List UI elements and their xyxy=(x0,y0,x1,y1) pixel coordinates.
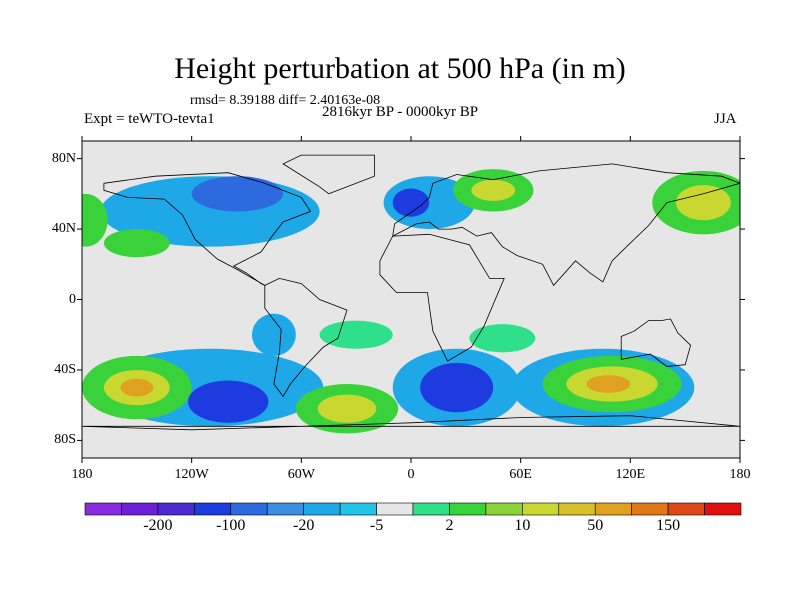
colorbar-label: -100 xyxy=(216,517,246,534)
field-region xyxy=(469,324,536,353)
colorbar-label: -200 xyxy=(143,517,173,534)
colorbar-swatch xyxy=(449,502,487,516)
colorbar-swatch xyxy=(376,502,414,516)
experiment-label: Expt = teWTO-tevta1 xyxy=(84,111,215,127)
coastline xyxy=(82,415,740,431)
lon-label: 60W xyxy=(287,467,315,482)
axis-ticks xyxy=(77,136,745,463)
lon-label: 180 xyxy=(729,467,751,482)
colorbar-swatch xyxy=(303,502,341,516)
colorbar-label: 150 xyxy=(656,517,681,534)
coastline xyxy=(103,172,312,286)
lon-label: 120W xyxy=(174,467,209,482)
colorbar-swatch xyxy=(558,502,596,516)
colorbar-swatch xyxy=(266,502,304,516)
field-region xyxy=(676,185,731,221)
lat-label: 40N xyxy=(51,221,76,237)
coastline xyxy=(620,318,692,367)
colorbar-label: 50 xyxy=(587,517,604,534)
map-field xyxy=(82,141,740,458)
lon-label: 120E xyxy=(615,467,646,482)
lon-label: 60E xyxy=(509,467,532,482)
colorbar-swatch xyxy=(230,502,268,516)
lon-label: 180 xyxy=(71,467,93,482)
colorbar xyxy=(84,502,742,516)
colorbar-swatch xyxy=(412,502,450,516)
field-region xyxy=(251,313,296,356)
field-region xyxy=(120,378,154,397)
field-region xyxy=(420,362,494,413)
colorbar-swatch xyxy=(667,502,705,516)
lat-label: 0 xyxy=(69,291,76,307)
coastline xyxy=(392,163,740,287)
colorbar-swatch xyxy=(339,502,377,516)
colorbar-swatch xyxy=(631,502,669,516)
lon-label: 0 xyxy=(407,467,415,482)
stats-text: rmsd= 8.39188 diff= 2.40163e-08 xyxy=(190,93,381,108)
field-region xyxy=(392,188,430,217)
colorbar-label: -20 xyxy=(292,517,315,534)
field-region xyxy=(191,176,284,212)
colorbar-swatch xyxy=(522,502,560,516)
coastline xyxy=(282,154,375,195)
coastline xyxy=(264,277,348,398)
field-region xyxy=(188,380,269,423)
field-region xyxy=(103,229,170,258)
colorbar-label: 2 xyxy=(445,517,454,534)
colorbar-swatch xyxy=(594,502,632,516)
colorbar-label: -5 xyxy=(369,517,384,534)
coastline xyxy=(379,233,505,362)
colorbar-swatch xyxy=(121,502,159,516)
colorbar-label: 10 xyxy=(514,517,531,534)
lat-label: 80N xyxy=(51,150,76,166)
colorbar-swatch xyxy=(485,502,523,516)
period-label: 2816kyr BP - 0000kyr BP xyxy=(322,104,479,120)
field-region xyxy=(319,320,393,349)
coastlines xyxy=(82,154,740,431)
field-region xyxy=(586,375,631,393)
colorbar-swatch xyxy=(194,502,232,516)
colorbar-swatch xyxy=(84,502,122,516)
season-label: JJA xyxy=(714,111,737,127)
map-title: Height perturbation at 500 hPa (in m) xyxy=(174,52,626,85)
colorbar-swatch xyxy=(704,502,742,516)
lat-label: 80S xyxy=(54,432,76,448)
lat-label: 40S xyxy=(54,361,76,377)
field-region xyxy=(317,394,377,423)
field-region xyxy=(82,193,108,247)
colorbar-swatch xyxy=(157,502,195,516)
field-region xyxy=(471,179,516,201)
